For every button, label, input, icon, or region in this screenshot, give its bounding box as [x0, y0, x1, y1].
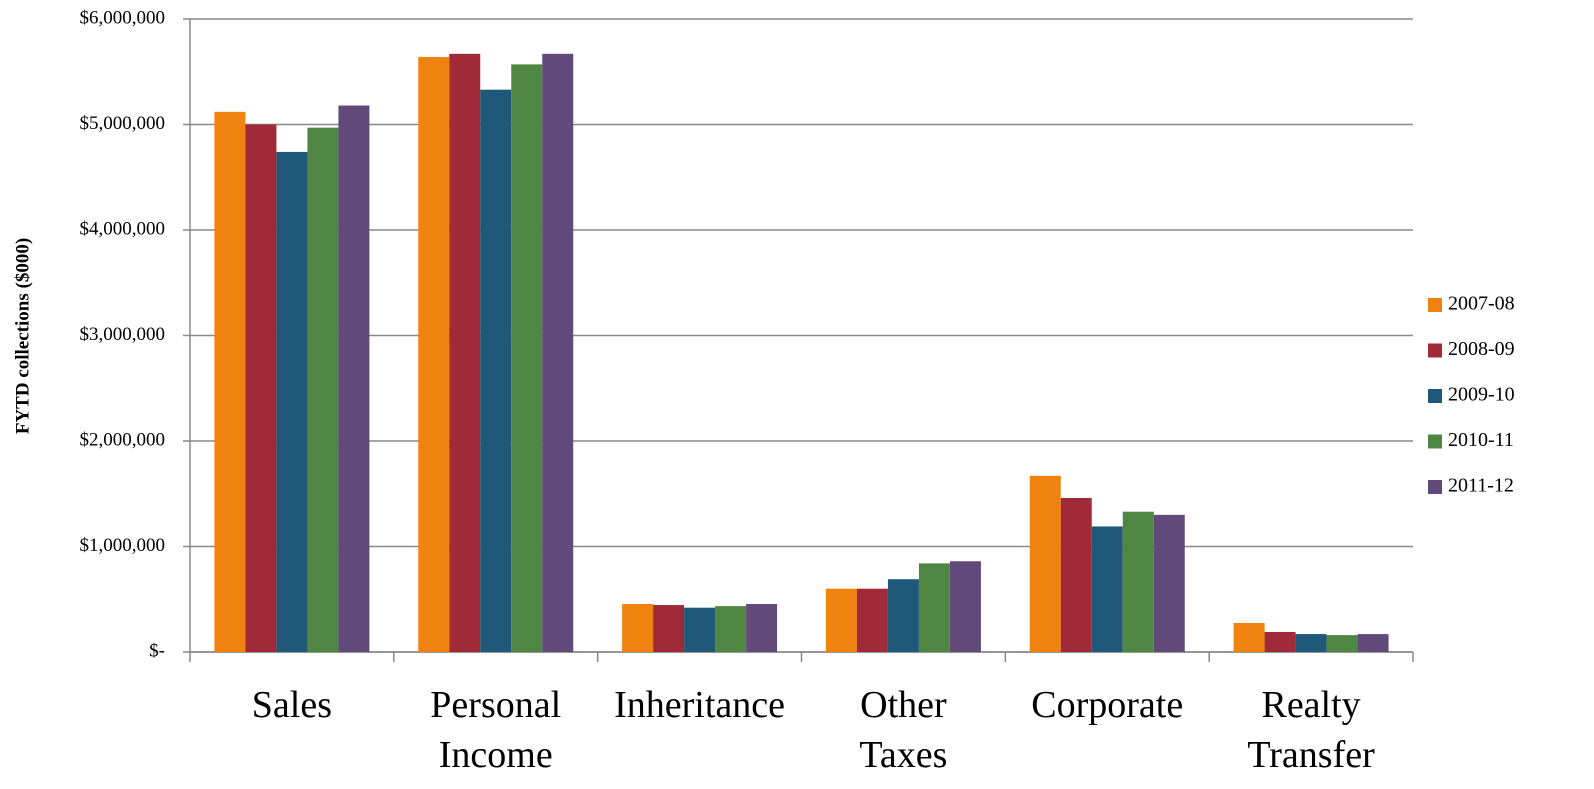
legend-label: 2010-11 — [1448, 429, 1514, 451]
legend-label: 2007-08 — [1448, 293, 1515, 315]
y-tick-label: $3,000,000 — [80, 324, 166, 345]
bar — [214, 111, 246, 653]
legend-swatch — [1428, 343, 1442, 358]
bar — [276, 151, 308, 652]
legend-swatch — [1428, 298, 1442, 312]
bar — [1060, 497, 1092, 652]
bar — [338, 105, 370, 652]
y-tick-label: $2,000,000 — [80, 429, 166, 450]
legend-swatch — [1428, 480, 1442, 494]
x-tick-label: Inheritance — [614, 684, 786, 726]
bar — [622, 603, 654, 652]
bar — [918, 563, 950, 652]
y-tick-label: $1,000,000 — [80, 535, 166, 556]
x-tick-label: Realty Transfer — [1247, 684, 1375, 776]
bar — [949, 561, 981, 652]
legend-swatch — [1428, 389, 1442, 403]
y-tick-label: $6,000,000 — [80, 7, 166, 28]
bar — [307, 127, 339, 653]
legend-label: 2011-12 — [1448, 475, 1514, 497]
legend-label: 2008-09 — [1448, 338, 1515, 360]
bar — [715, 606, 747, 652]
y-tick-label: $5,000,000 — [80, 113, 166, 134]
bar — [1357, 634, 1389, 652]
bar — [480, 89, 512, 652]
bar — [746, 603, 778, 652]
x-tick-label: Personal Income — [430, 684, 562, 776]
bar — [542, 53, 574, 652]
x-tick-label: Other Taxes — [859, 684, 948, 776]
x-tick-label: Sales — [251, 684, 333, 726]
bar — [825, 588, 857, 652]
bar — [1295, 634, 1327, 652]
bar — [1326, 635, 1358, 652]
bar — [1264, 631, 1296, 652]
legend-label: 2009-10 — [1448, 384, 1515, 406]
bar — [1122, 511, 1154, 652]
legend-swatch — [1428, 434, 1442, 449]
y-axis-title: FYTD collections ($000) — [12, 238, 33, 434]
bar — [418, 56, 450, 653]
x-tick-label: Corporate — [1031, 684, 1184, 726]
y-tick-label: $- — [149, 640, 165, 661]
bar — [511, 64, 543, 653]
bar — [856, 588, 888, 652]
bar — [1233, 622, 1265, 652]
bar — [653, 605, 685, 652]
bar — [1153, 514, 1185, 652]
bar — [684, 607, 716, 652]
y-tick-label: $4,000,000 — [80, 218, 166, 239]
bar — [1029, 475, 1061, 652]
bar — [449, 53, 481, 652]
bar — [1091, 526, 1123, 652]
bar — [245, 124, 277, 652]
bar — [887, 579, 919, 652]
